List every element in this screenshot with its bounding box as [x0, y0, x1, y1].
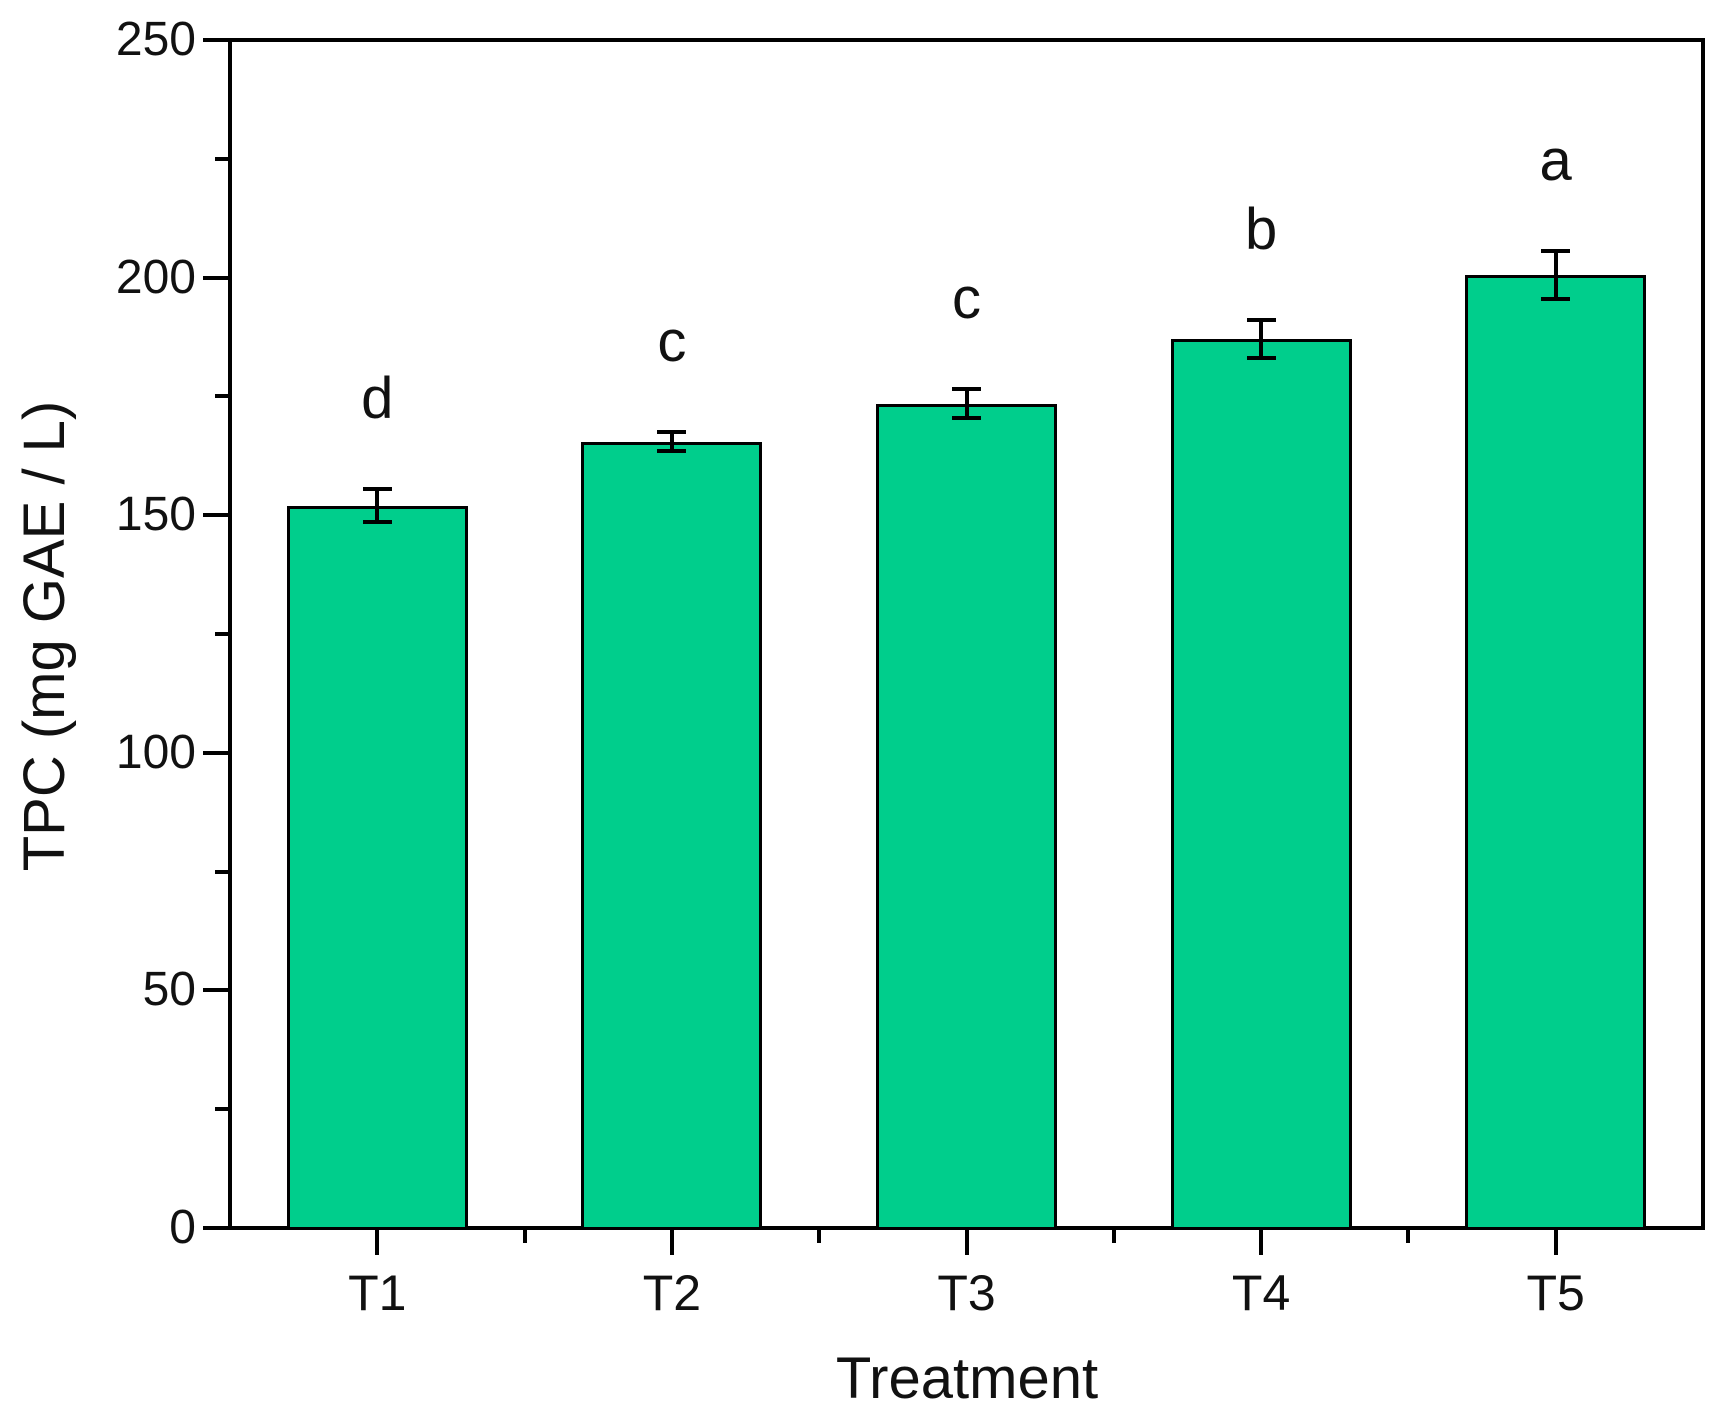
x-tick-label: T2 — [642, 1265, 702, 1321]
sig-letter: a — [1539, 128, 1572, 194]
x-major-tick — [964, 1230, 969, 1255]
bar — [876, 403, 1057, 1230]
y-tick-label: 250 — [115, 13, 196, 66]
error-bar-cap-top — [657, 430, 687, 435]
error-bar-line — [964, 389, 969, 418]
error-bar-cap-top — [362, 487, 392, 492]
y-minor-tick — [215, 869, 228, 874]
y-tick-label: 100 — [115, 725, 196, 779]
error-bar-cap-bottom — [362, 520, 392, 525]
y-tick-label: 0 — [169, 1201, 196, 1254]
error-bar-line — [1259, 320, 1264, 359]
x-major-tick — [1259, 1230, 1264, 1255]
error-bar-cap-bottom — [1246, 356, 1276, 361]
error-bar-cap-bottom — [1541, 296, 1571, 301]
bar — [581, 441, 763, 1230]
x-tick-label: T4 — [1231, 1265, 1291, 1321]
y-major-tick — [203, 1226, 228, 1230]
y-tick-label: 50 — [142, 963, 196, 1017]
x-minor-tick — [817, 1230, 822, 1243]
y-tick-label: 150 — [115, 488, 196, 542]
x-axis-label: Treatment — [835, 1346, 1099, 1411]
x-major-tick — [375, 1230, 380, 1255]
y-major-tick — [203, 750, 228, 755]
y-tick-label: 200 — [115, 250, 196, 304]
y-major-tick — [203, 275, 228, 280]
x-tick-label: T5 — [1526, 1265, 1585, 1321]
y-major-tick — [203, 38, 228, 42]
sig-letter: d — [361, 366, 394, 432]
y-minor-tick — [215, 156, 228, 161]
y-minor-tick — [215, 394, 228, 399]
x-minor-tick — [1111, 1230, 1116, 1243]
y-minor-tick — [215, 632, 228, 636]
x-major-tick — [669, 1230, 674, 1255]
y-major-tick — [203, 513, 228, 518]
error-bar-cap-top — [952, 387, 981, 392]
y-minor-tick — [215, 1107, 228, 1112]
error-bar-line — [669, 432, 674, 452]
sig-letter: c — [657, 309, 687, 375]
sig-letter: c — [952, 266, 981, 332]
sig-letter: b — [1244, 197, 1278, 263]
bar — [1170, 339, 1352, 1230]
x-major-tick — [1553, 1230, 1558, 1255]
bar — [1465, 275, 1647, 1230]
error-bar-cap-top — [1246, 318, 1276, 323]
error-bar-cap-bottom — [657, 449, 687, 454]
error-bar-cap-bottom — [952, 415, 981, 420]
x-minor-tick — [1406, 1230, 1411, 1243]
x-minor-tick — [522, 1230, 527, 1243]
y-axis-label: TPC (mg GAE / L) — [12, 400, 77, 872]
bar — [286, 505, 468, 1230]
x-tick-label: T1 — [348, 1265, 407, 1321]
y-major-tick — [203, 988, 228, 993]
error-bar-line — [1553, 251, 1558, 299]
x-tick-label: T3 — [937, 1265, 996, 1321]
error-bar-line — [375, 489, 380, 523]
error-bar-cap-top — [1541, 249, 1571, 254]
